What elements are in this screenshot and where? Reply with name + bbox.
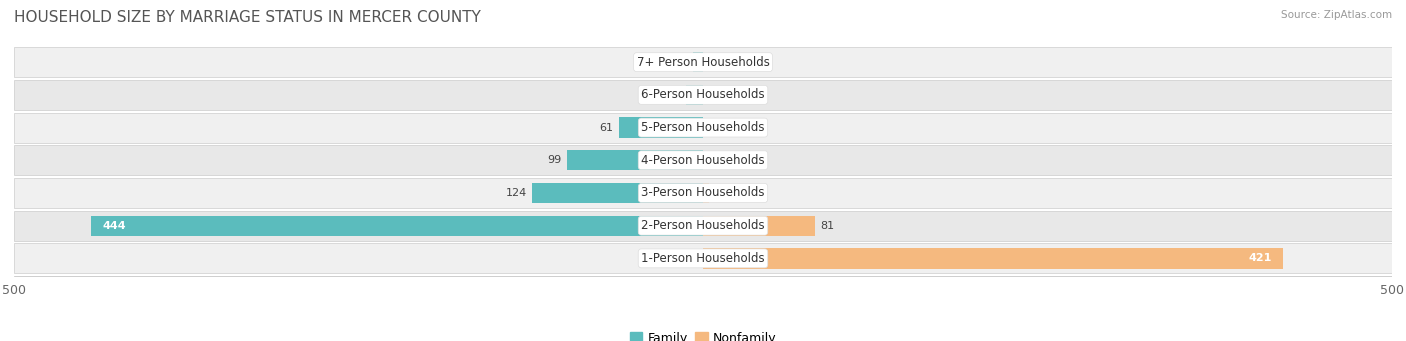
Bar bbox=[14, 47, 1392, 77]
Bar bbox=[693, 52, 703, 72]
Bar bbox=[703, 216, 814, 236]
Text: 5-Person Households: 5-Person Households bbox=[641, 121, 765, 134]
Text: 6-Person Households: 6-Person Households bbox=[641, 88, 765, 101]
Text: 1-Person Households: 1-Person Households bbox=[641, 252, 765, 265]
Text: 124: 124 bbox=[505, 188, 527, 198]
Text: 4: 4 bbox=[714, 188, 721, 198]
Text: 99: 99 bbox=[547, 155, 561, 165]
Text: 421: 421 bbox=[1249, 253, 1272, 263]
Bar bbox=[703, 183, 709, 203]
Bar bbox=[531, 183, 703, 203]
Bar bbox=[91, 216, 703, 236]
Text: Source: ZipAtlas.com: Source: ZipAtlas.com bbox=[1281, 10, 1392, 20]
Legend: Family, Nonfamily: Family, Nonfamily bbox=[624, 327, 782, 341]
Text: 4-Person Households: 4-Person Households bbox=[641, 154, 765, 167]
Bar bbox=[14, 211, 1392, 241]
Text: 12: 12 bbox=[666, 90, 681, 100]
Text: HOUSEHOLD SIZE BY MARRIAGE STATUS IN MERCER COUNTY: HOUSEHOLD SIZE BY MARRIAGE STATUS IN MER… bbox=[14, 10, 481, 25]
Bar bbox=[703, 248, 1284, 268]
Text: 444: 444 bbox=[103, 221, 127, 231]
Text: 3-Person Households: 3-Person Households bbox=[641, 187, 765, 199]
Bar bbox=[619, 117, 703, 138]
Bar bbox=[567, 150, 703, 170]
Text: 81: 81 bbox=[820, 221, 834, 231]
Text: 2-Person Households: 2-Person Households bbox=[641, 219, 765, 232]
Text: 7: 7 bbox=[681, 57, 688, 67]
Bar bbox=[686, 85, 703, 105]
Bar bbox=[14, 113, 1392, 143]
Bar bbox=[14, 243, 1392, 273]
Bar bbox=[14, 80, 1392, 110]
Bar bbox=[14, 145, 1392, 175]
Bar bbox=[14, 178, 1392, 208]
Text: 61: 61 bbox=[599, 122, 613, 133]
Text: 7+ Person Households: 7+ Person Households bbox=[637, 56, 769, 69]
